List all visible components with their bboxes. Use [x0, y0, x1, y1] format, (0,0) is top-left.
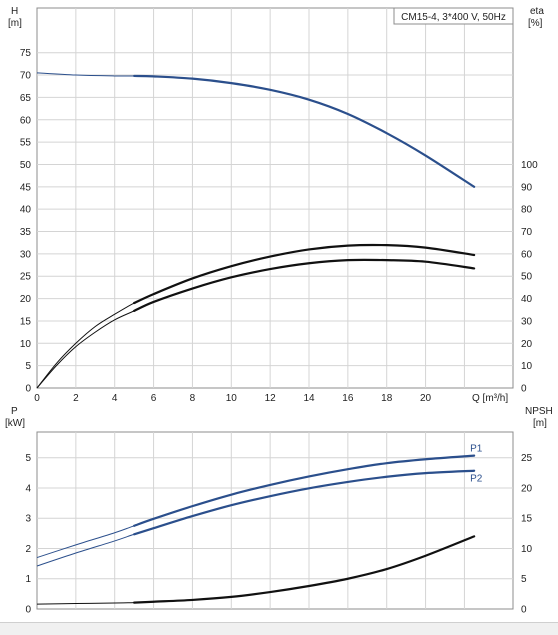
- upper-h-curve: [36, 72, 475, 188]
- lower-p1-curve: [36, 455, 475, 559]
- lower-y-tick-label: 0: [25, 605, 31, 616]
- upper-y2-tick-label: 50: [521, 272, 533, 283]
- upper-y-tick-label: 75: [20, 48, 32, 59]
- lower-y-tick-label: 3: [25, 514, 31, 525]
- upper-y-tick-label: 10: [20, 339, 32, 350]
- upper-eta-inner-curve: [36, 259, 475, 389]
- lower-y2-tick-label: 0: [521, 605, 527, 616]
- upper-y-tick-label: 0: [25, 384, 31, 395]
- upper-y-tick-label: 45: [20, 182, 32, 193]
- lower-y2-tick-label: 15: [521, 514, 533, 525]
- upper-y2-tick-label: 30: [521, 316, 533, 327]
- upper-plot-frame: [36, 7, 514, 389]
- x-tick-label: 16: [342, 393, 354, 404]
- x-tick-label: 0: [34, 393, 40, 404]
- upper-y-tick-label: 40: [20, 205, 32, 216]
- lower-y-tick-label: 2: [25, 544, 31, 555]
- lower-y-tick-label: 5: [25, 453, 31, 464]
- upper-y-tick-label: 5: [25, 361, 31, 372]
- upper-y2-tick-label: 0: [521, 384, 527, 395]
- lower-y-axis-label: P: [11, 406, 18, 417]
- lower-y2-tick-label: 10: [521, 544, 533, 555]
- upper-y-axis-unit: [m]: [8, 18, 22, 29]
- x-tick-label: 8: [190, 393, 196, 404]
- lower-y2-axis-unit: [m]: [533, 418, 547, 429]
- bottom-scrollbar[interactable]: [0, 622, 558, 635]
- upper-y2-tick-label: 40: [521, 294, 533, 305]
- upper-y-tick-label: 25: [20, 272, 32, 283]
- upper-eta-outer-curve: [36, 244, 475, 389]
- upper-y2-tick-label: 20: [521, 339, 533, 350]
- upper-y2-tick-label: 10: [521, 361, 533, 372]
- upper-y2-tick-label: 60: [521, 249, 533, 260]
- x-tick-label: 14: [303, 393, 315, 404]
- upper-y2-axis-label: eta: [530, 6, 544, 17]
- upper-h-operating-range: [133, 74, 476, 188]
- x-tick-label: 10: [226, 393, 238, 404]
- upper-y2-tick-label: 80: [521, 205, 533, 216]
- upper-y2-axis-unit: [%]: [528, 18, 543, 29]
- pump-curve-svg: 0510152025303540455055606570750102030405…: [5, 6, 553, 616]
- lower-y2-tick-label: 5: [521, 574, 527, 585]
- upper-y-tick-label: 15: [20, 316, 32, 327]
- upper-y-tick-label: 65: [20, 93, 32, 104]
- x-tick-label: 4: [112, 393, 118, 404]
- series-label-p2: P2: [470, 474, 483, 485]
- upper-y-tick-label: 50: [20, 160, 32, 171]
- upper-y-tick-label: 60: [20, 115, 32, 126]
- x-tick-label: 2: [73, 393, 79, 404]
- x-tick-label: 20: [420, 393, 432, 404]
- upper-y2-tick-label: 100: [521, 160, 538, 171]
- lower-y2-tick-label: 25: [521, 453, 533, 464]
- x-tick-label: 12: [265, 393, 277, 404]
- lower-npsh-operating-range: [133, 535, 476, 604]
- x-axis-label: Q [m³/h]: [472, 393, 508, 404]
- upper-y-tick-label: 30: [20, 249, 32, 260]
- lower-y-tick-label: 4: [25, 483, 31, 494]
- upper-y-tick-label: 20: [20, 294, 32, 305]
- x-tick-label: 6: [151, 393, 157, 404]
- upper-y-tick-label: 35: [20, 227, 32, 238]
- x-tick-label: 18: [381, 393, 393, 404]
- lower-p1-operating-range: [133, 454, 476, 527]
- upper-y2-tick-label: 90: [521, 182, 533, 193]
- series-label-p1: P1: [470, 444, 483, 455]
- lower-y2-tick-label: 20: [521, 483, 533, 494]
- chart-title-box: [393, 7, 514, 25]
- upper-y-axis-label: H: [11, 6, 18, 17]
- lower-y2-axis-label: NPSH: [525, 406, 553, 417]
- upper-eta-outer-operating-range: [133, 243, 476, 305]
- lower-y-axis-unit: [kW]: [5, 418, 25, 429]
- chart-title: CM15-4, 3*400 V, 50Hz: [401, 12, 506, 23]
- lower-plot-frame: [36, 431, 514, 610]
- upper-y2-tick-label: 70: [521, 227, 533, 238]
- upper-y-tick-label: 70: [20, 71, 32, 82]
- lower-y-tick-label: 1: [25, 574, 31, 585]
- upper-eta-inner-operating-range: [133, 258, 476, 312]
- lower-p2-operating-range: [133, 469, 476, 536]
- upper-y-tick-label: 55: [20, 138, 32, 149]
- grid-lines: [37, 8, 513, 609]
